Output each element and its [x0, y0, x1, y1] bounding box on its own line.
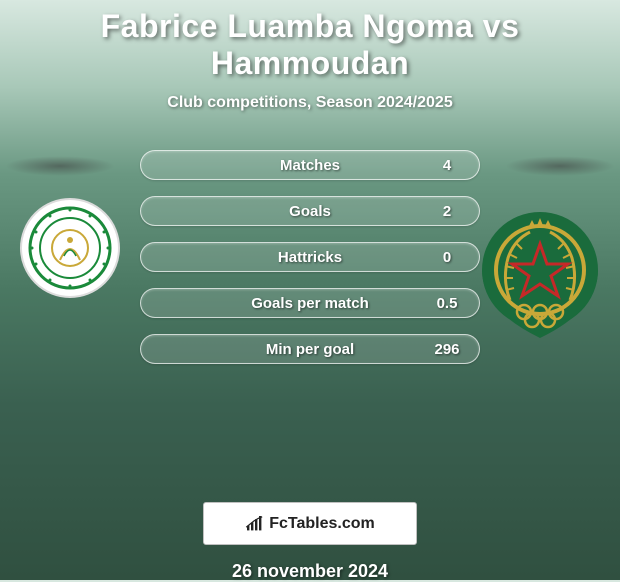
stats-list: Matches 4 Goals 2 Hattricks 0 Goals per …	[140, 150, 480, 364]
stat-value-right: 4	[433, 157, 461, 174]
branding-badge[interactable]: FcTables.com	[203, 502, 417, 545]
stat-label: Matches	[280, 157, 340, 174]
club-badge-right-icon	[480, 210, 600, 340]
player-shadow-left	[5, 156, 115, 176]
stat-row: Hattricks 0	[140, 242, 480, 272]
subtitle: Club competitions, Season 2024/2025	[0, 94, 620, 112]
page-title: Fabrice Luamba Ngoma vs Hammoudan	[0, 0, 620, 82]
bar-chart-icon	[245, 516, 265, 532]
stat-value-right: 296	[433, 341, 461, 358]
stat-row: Goals 2	[140, 196, 480, 226]
club-badge-left	[20, 198, 120, 303]
branding-label: FcTables.com	[269, 515, 375, 533]
stat-label: Hattricks	[278, 249, 342, 266]
date-label: 26 november 2024	[0, 561, 620, 582]
stat-label: Min per goal	[266, 341, 354, 358]
stat-value-right: 0	[433, 249, 461, 266]
club-badge-right	[480, 210, 600, 345]
stat-value-right: 0.5	[433, 295, 461, 312]
stat-value-right: 2	[433, 203, 461, 220]
stat-row: Matches 4	[140, 150, 480, 180]
stat-row: Goals per match 0.5	[140, 288, 480, 318]
player-shadow-right	[505, 156, 615, 176]
club-badge-left-icon	[20, 198, 120, 298]
stat-label: Goals	[289, 203, 331, 220]
stat-row: Min per goal 296	[140, 334, 480, 364]
stat-label: Goals per match	[251, 295, 369, 312]
comparison-panel: Matches 4 Goals 2 Hattricks 0 Goals per …	[0, 150, 620, 490]
